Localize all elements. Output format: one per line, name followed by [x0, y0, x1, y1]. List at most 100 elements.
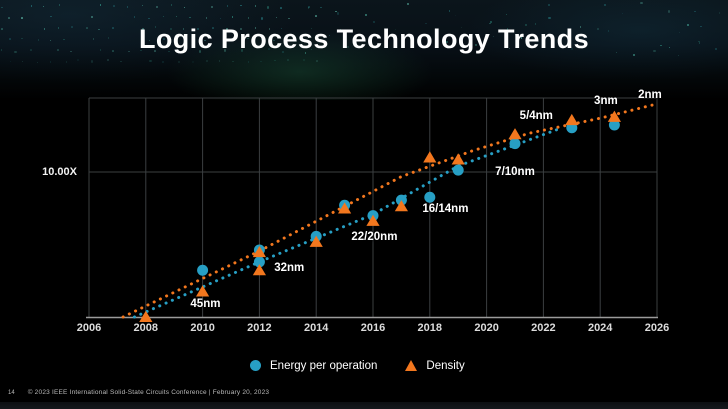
header-dot — [694, 10, 696, 13]
header-dot — [49, 39, 52, 42]
header-dot — [9, 60, 12, 63]
header-dot — [260, 38, 263, 41]
header-dot — [446, 41, 448, 43]
legend-item-energy: Energy per operation — [250, 360, 377, 372]
header-dot — [407, 3, 409, 5]
x-tick-label-2008: 2008 — [133, 322, 159, 334]
data-point-energy-2019 — [452, 164, 464, 176]
y-axis-tick-label: 10.00X — [42, 166, 77, 178]
header-dot — [320, 6, 322, 9]
header-dot — [489, 22, 491, 25]
footer-strip — [0, 402, 728, 409]
header-dot — [632, 53, 636, 56]
header-dot — [98, 28, 100, 31]
header-dot — [112, 5, 115, 7]
data-point-density-2016 — [366, 214, 380, 226]
legend-label-energy: Energy per operation — [270, 359, 378, 372]
header-dot — [268, 28, 271, 30]
header-dot — [534, 23, 536, 25]
header-dot — [205, 59, 209, 63]
header-dot — [156, 6, 159, 9]
header-dot — [85, 27, 88, 29]
header-dots-decoration — [0, 0, 728, 100]
header-dot — [273, 39, 275, 42]
header-dot — [425, 22, 427, 24]
header-dot — [304, 52, 306, 54]
header-dot — [141, 4, 144, 7]
x-tick-label-2010: 2010 — [190, 322, 215, 334]
data-point-density-2023 — [565, 113, 579, 126]
header-dot — [566, 37, 569, 41]
header-dot — [9, 38, 11, 40]
node-label-45nm: 45nm — [190, 297, 221, 310]
header-dot — [224, 49, 227, 52]
header-dot — [698, 42, 701, 44]
header-dot — [126, 5, 129, 8]
header-dot — [140, 49, 142, 52]
header-dot — [14, 50, 17, 54]
header-dot — [280, 6, 282, 9]
header-dot — [718, 12, 721, 14]
header-dot — [505, 13, 507, 16]
x-tick-label-2006: 2006 — [76, 322, 102, 334]
header-dot — [307, 7, 310, 9]
header-dot — [175, 15, 178, 18]
header-dot — [579, 26, 582, 28]
header-dot — [280, 27, 283, 30]
header-dot — [154, 26, 157, 28]
header-dot — [548, 16, 551, 19]
header-dot — [448, 10, 451, 12]
header-dot — [506, 28, 509, 30]
header-dot — [463, 47, 465, 49]
node-label-5-4nm: 5/4nm — [519, 110, 553, 123]
slide-footer: 14 © 2023 IEEE International Solid-State… — [8, 389, 269, 396]
header-dot — [70, 50, 72, 53]
header-dot — [183, 6, 186, 9]
header-dot — [372, 21, 375, 24]
header-dot — [77, 59, 79, 61]
header-dot — [395, 28, 397, 31]
header-dot — [142, 27, 144, 30]
header-dot — [0, 49, 3, 51]
header-dot — [316, 60, 318, 62]
header-dot — [318, 41, 320, 43]
header-dot — [204, 39, 206, 42]
header-dot — [260, 60, 262, 63]
data-point-density-2015 — [338, 202, 352, 214]
header-dot — [170, 27, 173, 31]
header-dot — [91, 15, 94, 19]
header-glow-decoration — [0, 0, 728, 100]
header-dot — [177, 60, 181, 63]
header-dot — [149, 59, 152, 63]
header-dot — [475, 44, 477, 46]
header-dot — [63, 38, 65, 41]
header-dot — [1, 6, 3, 9]
node-label-7-10nm: 7/10nm — [495, 166, 535, 178]
header-dot — [183, 49, 187, 53]
header-dot — [21, 60, 24, 63]
header-dot — [112, 27, 114, 29]
header-dot — [492, 35, 495, 38]
header-dot — [210, 5, 213, 8]
header-dot — [508, 47, 510, 49]
energy-circle-icon — [250, 360, 261, 371]
header-dot — [212, 26, 215, 29]
header-dot — [148, 39, 151, 42]
header-dot — [303, 59, 305, 61]
header-dot — [1, 28, 3, 30]
header-dot — [58, 4, 61, 6]
data-point-energy-2024.5 — [608, 119, 620, 131]
header-dot — [608, 30, 610, 32]
data-point-density-2019 — [451, 153, 465, 165]
header-dot — [112, 50, 114, 52]
x-tick-label-2026: 2026 — [644, 322, 670, 334]
data-point-energy-2010 — [197, 264, 209, 276]
header-dot — [57, 27, 60, 29]
header-dot — [182, 28, 185, 31]
header-dot — [615, 51, 618, 54]
header-dot — [640, 2, 643, 5]
header-dot — [347, 46, 349, 48]
